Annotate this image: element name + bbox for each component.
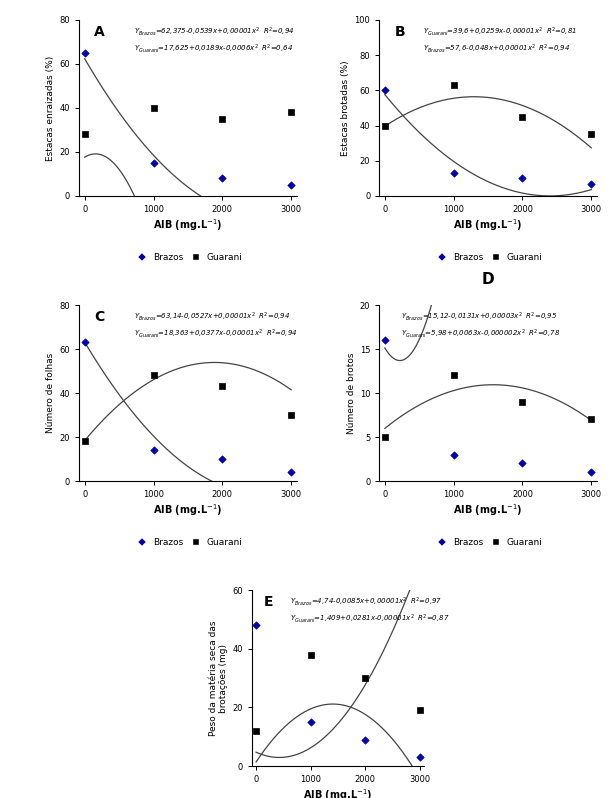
Point	[80, 435, 90, 448]
Point	[518, 396, 527, 409]
Point	[449, 369, 459, 381]
Text: Y$_{Brazos}$=62,375-0,0539x+0,00001x$^{2}$  R$^{2}$=0,94: Y$_{Brazos}$=62,375-0,0539x+0,00001x$^{2…	[133, 26, 294, 38]
Point	[586, 177, 596, 190]
Point	[149, 444, 158, 456]
Y-axis label: Número de folhas: Número de folhas	[46, 353, 55, 433]
Text: Y$_{Guarani}$=39,6+0,0259x-0,00001x$^{2}$  R$^{2}$=0,81: Y$_{Guarani}$=39,6+0,0259x-0,00001x$^{2}…	[423, 26, 577, 38]
Point	[586, 466, 596, 479]
Text: Y$_{Brazos}$=57,6-0,048x+0,00001x$^{2}$  R$^{2}$=0,94: Y$_{Brazos}$=57,6-0,048x+0,00001x$^{2}$ …	[423, 43, 570, 55]
Point	[149, 101, 158, 114]
Point	[518, 457, 527, 470]
Point	[415, 751, 424, 764]
Text: B: B	[395, 26, 405, 39]
Text: Y$_{Brazos}$=15,12-0,0131x+0,00003x$^{2}$  R$^{2}$=0,95: Y$_{Brazos}$=15,12-0,0131x+0,00003x$^{2}…	[401, 310, 557, 323]
Point	[415, 704, 424, 717]
X-axis label: AIB (mg.L$^{-1}$): AIB (mg.L$^{-1}$)	[153, 502, 223, 518]
Point	[449, 167, 459, 180]
Point	[80, 128, 90, 140]
Y-axis label: Número de brotos: Número de brotos	[347, 352, 356, 434]
Point	[361, 733, 370, 746]
Text: E: E	[264, 595, 273, 610]
Point	[80, 46, 90, 59]
Point	[306, 716, 315, 729]
Point	[518, 172, 527, 184]
Point	[286, 106, 296, 119]
Legend: Brazos, Guarani: Brazos, Guarani	[434, 539, 543, 547]
Text: C: C	[94, 310, 105, 324]
Y-axis label: Estacas brotadas (%): Estacas brotadas (%)	[342, 60, 350, 156]
X-axis label: AIB (mg.L$^{-1}$): AIB (mg.L$^{-1}$)	[153, 217, 223, 232]
Point	[449, 79, 459, 92]
Text: Y$_{Guarani}$=1,409+0,0281x-0,00001x$^{2}$  R$^{2}$=0,87: Y$_{Guarani}$=1,409+0,0281x-0,00001x$^{2…	[290, 613, 449, 626]
Point	[361, 672, 370, 685]
X-axis label: AIB (mg.L$^{-1}$): AIB (mg.L$^{-1}$)	[303, 787, 373, 798]
Y-axis label: Estacas enraizadas (%): Estacas enraizadas (%)	[46, 55, 55, 160]
Point	[149, 369, 158, 381]
X-axis label: AIB (mg.L$^{-1}$): AIB (mg.L$^{-1}$)	[453, 502, 523, 518]
X-axis label: AIB (mg.L$^{-1}$): AIB (mg.L$^{-1}$)	[453, 217, 523, 232]
Point	[217, 380, 227, 393]
Point	[286, 179, 296, 192]
Point	[380, 431, 390, 444]
Point	[80, 336, 90, 349]
Y-axis label: Peso da matéria seca das
brotações (mg): Peso da matéria seca das brotações (mg)	[208, 620, 228, 736]
Legend: Brazos, Guarani: Brazos, Guarani	[133, 253, 242, 263]
Point	[586, 128, 596, 140]
Point	[518, 110, 527, 123]
Point	[217, 452, 227, 465]
Point	[149, 156, 158, 169]
Point	[252, 619, 261, 632]
Point	[217, 172, 227, 184]
Point	[306, 648, 315, 661]
Text: Y$_{Guarani}$=5,98+0,0063x-0,000002x$^{2}$  R$^{2}$=0,78: Y$_{Guarani}$=5,98+0,0063x-0,000002x$^{2…	[401, 328, 560, 341]
Point	[252, 725, 261, 737]
Text: A: A	[94, 26, 105, 39]
Text: Y$_{Brazos}$=63,14-0,0527x+0,00001x$^{2}$  R$^{2}$=0,94: Y$_{Brazos}$=63,14-0,0527x+0,00001x$^{2}…	[133, 310, 290, 323]
Point	[380, 84, 390, 97]
Point	[380, 334, 390, 346]
Point	[286, 466, 296, 479]
Text: Y$_{Guarani}$=17,625+0,0189x-0,0006x$^{2}$  R$^{2}$=0,64: Y$_{Guarani}$=17,625+0,0189x-0,0006x$^{2…	[133, 43, 292, 55]
Text: Y$_{Guarani}$=18,363+0,0377x-0,00001x$^{2}$  R$^{2}$=0,94: Y$_{Guarani}$=18,363+0,0377x-0,00001x$^{…	[133, 328, 297, 341]
Point	[586, 413, 596, 426]
Point	[380, 119, 390, 132]
Text: D: D	[482, 272, 495, 287]
Point	[286, 409, 296, 421]
Legend: Brazos, Guarani: Brazos, Guarani	[133, 539, 242, 547]
Text: Y$_{Brazos}$=4,74-0,0085x+0,00001x$^{2}$  R$^{2}$=0,97: Y$_{Brazos}$=4,74-0,0085x+0,00001x$^{2}$…	[290, 595, 442, 608]
Legend: Brazos, Guarani: Brazos, Guarani	[434, 253, 543, 263]
Point	[217, 113, 227, 125]
Point	[449, 448, 459, 461]
